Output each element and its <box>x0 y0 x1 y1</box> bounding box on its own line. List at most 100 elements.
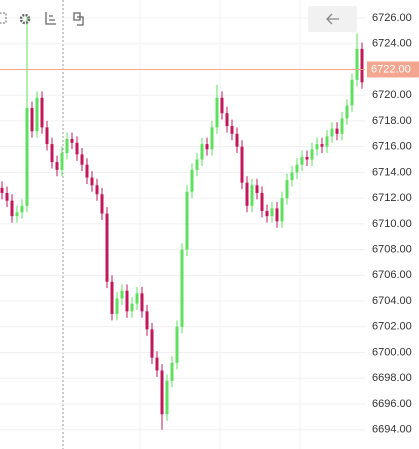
candle-body <box>265 210 269 217</box>
candle-body <box>255 185 259 193</box>
y-tick-label: 6702.00 <box>372 321 412 333</box>
candle-body <box>155 357 159 371</box>
candle-body <box>145 311 149 330</box>
candle-body <box>40 97 44 128</box>
y-tick-label: 6714.00 <box>372 166 412 178</box>
candle-body <box>215 97 219 128</box>
candle-body <box>220 97 224 114</box>
compare-icon[interactable] <box>73 12 84 26</box>
candle-body <box>10 200 14 217</box>
candle-body <box>230 126 234 134</box>
candle-body <box>310 149 314 160</box>
y-tick-label: 6720.00 <box>372 89 412 101</box>
candle-body <box>170 362 174 381</box>
candle-body <box>180 249 184 327</box>
candle-body <box>15 212 19 217</box>
candle-body <box>240 146 244 183</box>
candle-body <box>45 127 49 145</box>
candle-body <box>25 108 29 206</box>
candle-body <box>205 144 209 150</box>
back-arrow[interactable] <box>326 13 339 25</box>
candle-body <box>75 142 79 155</box>
candle-body <box>290 172 294 181</box>
candle-body <box>200 144 204 160</box>
candle-body <box>165 380 169 415</box>
y-tick-label: 6700.00 <box>372 346 412 358</box>
y-tick-label: 6704.00 <box>372 295 412 307</box>
indicator-icon[interactable] <box>45 12 56 25</box>
candle-body <box>350 79 354 106</box>
candle-body <box>235 133 239 147</box>
candle-body <box>150 329 154 358</box>
candle-body <box>190 169 194 192</box>
y-tick-label: 6718.00 <box>372 115 412 127</box>
candle-body <box>125 290 129 312</box>
candle-body <box>305 156 309 160</box>
candle-body <box>100 194 104 214</box>
candle-body <box>160 370 164 415</box>
candle-body <box>5 192 9 201</box>
candle-body <box>0 187 4 193</box>
settings-icon[interactable] <box>19 13 31 25</box>
toolbar[interactable] <box>0 12 84 26</box>
candle-body <box>210 127 214 150</box>
candle-body <box>140 293 144 312</box>
candle-body <box>360 48 364 83</box>
candle-body <box>225 113 229 127</box>
select-icon[interactable] <box>0 12 7 24</box>
candle-body <box>135 293 139 304</box>
y-tick-label: 6712.00 <box>372 192 412 204</box>
candle-body <box>325 136 329 147</box>
candle-body <box>335 128 339 134</box>
y-tick-label: 6694.00 <box>372 424 412 436</box>
y-tick-label: 6726.00 <box>372 12 412 24</box>
y-tick-label: 6710.00 <box>372 218 412 230</box>
candle-body <box>30 108 34 132</box>
candle-body <box>195 159 199 170</box>
candle-body <box>80 154 84 165</box>
vertical-grid <box>139 0 301 449</box>
candle-body <box>270 208 274 217</box>
candle-body <box>345 105 349 119</box>
y-tick-label: 6716.00 <box>372 141 412 153</box>
y-tick-label: 6696.00 <box>372 398 412 410</box>
back-button[interactable] <box>308 6 357 32</box>
candle-body <box>315 144 319 150</box>
y-tick-label: 6698.00 <box>372 372 412 384</box>
candle-body <box>120 290 124 299</box>
candle-body <box>85 164 89 178</box>
current-price-tag <box>367 61 419 78</box>
y-tick-label: 6724.00 <box>372 38 412 50</box>
candle-body <box>90 177 94 186</box>
y-tick-label: 6708.00 <box>372 243 412 255</box>
candle-body <box>55 162 59 170</box>
candle-body <box>285 180 289 199</box>
candle-body <box>20 205 24 213</box>
candle-body <box>105 213 109 282</box>
candle-body <box>260 192 264 211</box>
candle-body <box>355 48 359 80</box>
candle-body <box>70 138 74 143</box>
candle-body <box>250 185 254 206</box>
candle-body <box>130 303 134 312</box>
candle-body <box>60 153 64 170</box>
candle-body <box>295 164 299 173</box>
candle-body <box>330 128 334 137</box>
candle-body <box>175 326 179 363</box>
candle-body <box>115 298 119 314</box>
candle-body <box>95 185 99 195</box>
current-price-label: 6722.00 <box>371 63 411 75</box>
candle-body <box>320 144 324 147</box>
candle-body <box>275 208 279 222</box>
candle-body <box>110 281 114 314</box>
candle-body <box>65 138 69 154</box>
candle-body <box>280 198 284 222</box>
y-tick-label: 6706.00 <box>372 269 412 281</box>
candle-body <box>35 97 39 132</box>
candle-body <box>340 118 344 134</box>
candle-body <box>300 156 304 165</box>
candle-body <box>185 191 189 250</box>
candle-body <box>245 182 249 206</box>
